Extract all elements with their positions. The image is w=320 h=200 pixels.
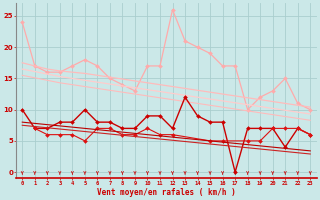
X-axis label: Vent moyen/en rafales ( km/h ): Vent moyen/en rafales ( km/h ) [97,188,236,197]
